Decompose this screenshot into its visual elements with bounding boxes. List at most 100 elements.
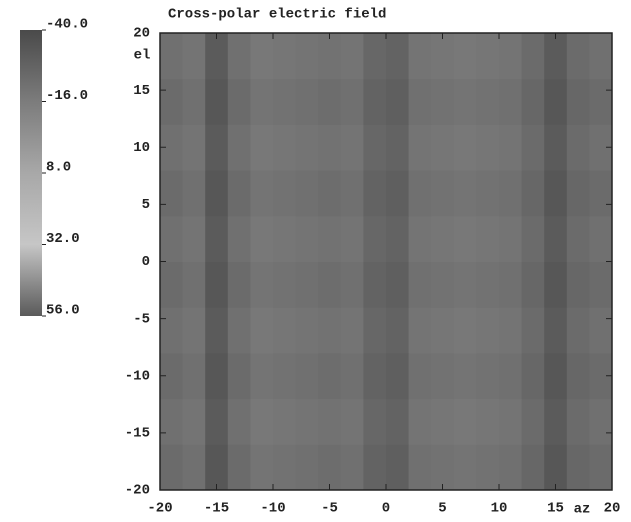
heatmap-cell [340,444,364,491]
heatmap-cell [295,352,319,400]
y-tick-label: 0 [142,254,150,270]
heatmap-cell [340,215,364,262]
heatmap-cell [273,215,297,262]
heatmap-cell [295,170,319,217]
heatmap-cell [453,352,477,400]
heatmap-cell [476,124,500,171]
heatmap-cell [386,307,410,354]
heatmap-cell [205,307,229,354]
heatmap-cell [227,124,251,171]
heatmap-cell [544,352,568,400]
heatmap-cell [521,444,545,491]
heatmap-cell [182,124,206,171]
heatmap-cell [205,352,229,400]
heatmap-cell [318,444,342,491]
heatmap-cell [476,78,500,125]
heatmap-cell [453,307,477,354]
heatmap-cell [521,261,545,308]
heatmap-cell [431,261,455,308]
heatmap-cell [499,215,523,262]
heatmap-cell [227,398,251,445]
heatmap-cell [476,444,500,491]
heatmap-cell [499,307,523,354]
heatmap-cell [363,444,387,491]
heatmap-cell [566,398,590,445]
heatmap-cell [250,215,274,262]
heatmap-cell [566,307,590,354]
heatmap-cell [318,307,342,354]
heatmap-cell [453,170,477,217]
heatmap-cell [160,307,184,354]
heatmap-cell [521,170,545,217]
heatmap-cell [544,78,568,125]
heatmap-cell [318,170,342,217]
heatmap-cell [340,398,364,445]
heatmap-cell [453,444,477,491]
heatmap-cell [476,215,500,262]
y-tick-label: -15 [125,426,150,442]
heatmap-cell [318,398,342,445]
heatmap-cell [476,398,500,445]
heatmap-cell [363,261,387,308]
heatmap-cell [566,352,590,400]
heatmap-cell [476,170,500,217]
heatmap-cell [589,352,613,400]
heatmap-cell [453,261,477,308]
heatmap-cell [340,170,364,217]
heatmap-cell [521,215,545,262]
heatmap-cell [295,398,319,445]
heatmap-cell [431,124,455,171]
heatmap-cell [295,78,319,125]
heatmap-cell [408,124,432,171]
heatmap-cell [453,33,477,80]
heatmap-cell [250,444,274,491]
x-tick-label: -5 [321,501,338,517]
heatmap-cell [589,33,613,80]
heatmap-cell [318,33,342,80]
y-tick-label: -20 [125,483,150,499]
heatmap-cell [499,33,523,80]
heatmap-cell [386,78,410,125]
heatmap-cell [295,444,319,491]
heatmap-cell [386,124,410,171]
heatmap-cell [295,307,319,354]
chart-title: Cross-polar electric field [168,7,386,23]
heatmap-cell [499,124,523,171]
heatmap-cell [250,307,274,354]
heatmap-cell [408,261,432,308]
heatmap-cell [182,307,206,354]
y-tick-label: 10 [133,140,150,156]
heatmap-cell [566,33,590,80]
heatmap-cell [182,215,206,262]
heatmap-cell [499,78,523,125]
heatmap-cell [544,215,568,262]
heatmap-cell [340,78,364,125]
heatmap-cell [273,124,297,171]
colorbar-tick-label: -16.0 [46,88,88,104]
heatmap-cell [340,124,364,171]
heatmap-cell [227,444,251,491]
heatmap-cell [521,124,545,171]
heatmap-cell [160,124,184,171]
heatmap-cell [363,33,387,80]
heatmap-cell [544,170,568,217]
x-tick-label: 0 [382,501,390,517]
y-tick-label: 15 [133,83,150,99]
heatmap-cell [431,170,455,217]
heatmap-cell [160,170,184,217]
heatmap-cell [160,352,184,400]
heatmap-cell [521,33,545,80]
heatmap-cell [566,170,590,217]
heatmap-cell [295,261,319,308]
heatmap-cell [589,124,613,171]
colorbar-tick-label: 8.0 [46,160,71,176]
heatmap-cell [363,78,387,125]
heatmap-cell [250,352,274,400]
heatmap-cell [205,78,229,125]
heatmap-cell [318,352,342,400]
heatmap-cell [182,78,206,125]
colorbar-tick-label: 32.0 [46,231,80,247]
heatmap-cell [363,124,387,171]
heatmap-cell [566,261,590,308]
